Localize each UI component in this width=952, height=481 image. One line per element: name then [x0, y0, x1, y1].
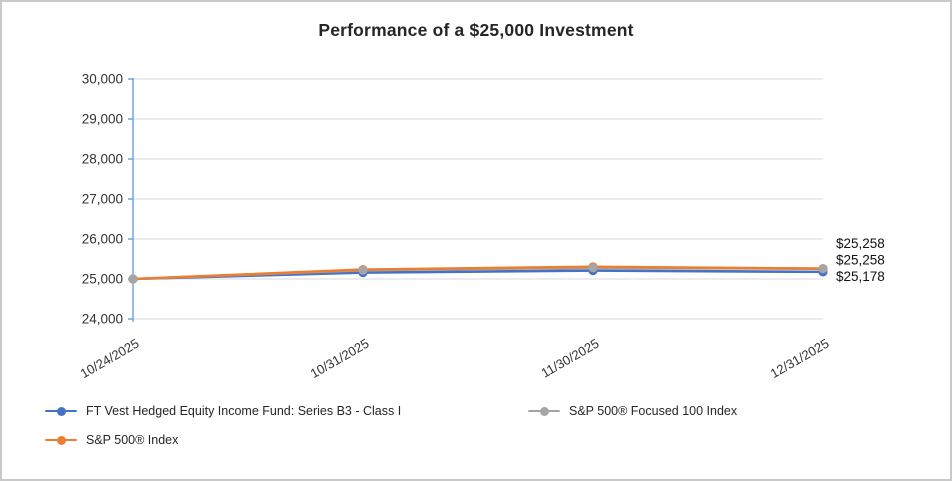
data-point-series-1 [818, 264, 828, 274]
y-tick-label: 27,000 [82, 192, 123, 207]
y-tick-label: 24,000 [82, 312, 123, 327]
data-point-series-1 [358, 265, 368, 275]
data-point-series-1 [588, 263, 598, 273]
x-tick-label: 10/31/2025 [308, 336, 372, 382]
fund-line-marker-icon [45, 406, 77, 416]
x-tick-label: 10/24/2025 [78, 336, 142, 382]
y-tick-label: 30,000 [82, 72, 123, 87]
series-line-2 [131, 265, 825, 281]
y-tick-label: 26,000 [82, 232, 123, 247]
legend-label-focused-100-index: S&P 500® Focused 100 Index [569, 404, 738, 418]
sp500-line-marker-icon [45, 435, 77, 445]
y-tick-label: 28,000 [82, 152, 123, 167]
legend-label-sp500-index: S&P 500® Index [86, 433, 179, 447]
y-tick-label: 25,000 [82, 272, 123, 287]
legend-label-fund: FT Vest Hedged Equity Income Fund: Serie… [86, 404, 402, 418]
chart-title: Performance of a $25,000 Investment [318, 20, 634, 40]
legend-item-sp500-index: S&P 500® Index [45, 433, 178, 447]
end-value-label: $25,178 [836, 269, 885, 284]
data-point-series-1 [128, 274, 138, 284]
y-tick-label: 29,000 [82, 112, 123, 127]
legend-item-fund: FT Vest Hedged Equity Income Fund: Serie… [45, 404, 401, 418]
legend-item-focused-100-index: S&P 500® Focused 100 Index [528, 404, 737, 418]
x-tick-label: 11/30/2025 [538, 336, 601, 381]
end-value-label: $25,258 [836, 253, 885, 268]
x-tick-label: 12/31/2025 [768, 336, 832, 382]
focused-100-line-marker-icon [528, 406, 560, 416]
end-value-label: $25,258 [836, 236, 885, 251]
